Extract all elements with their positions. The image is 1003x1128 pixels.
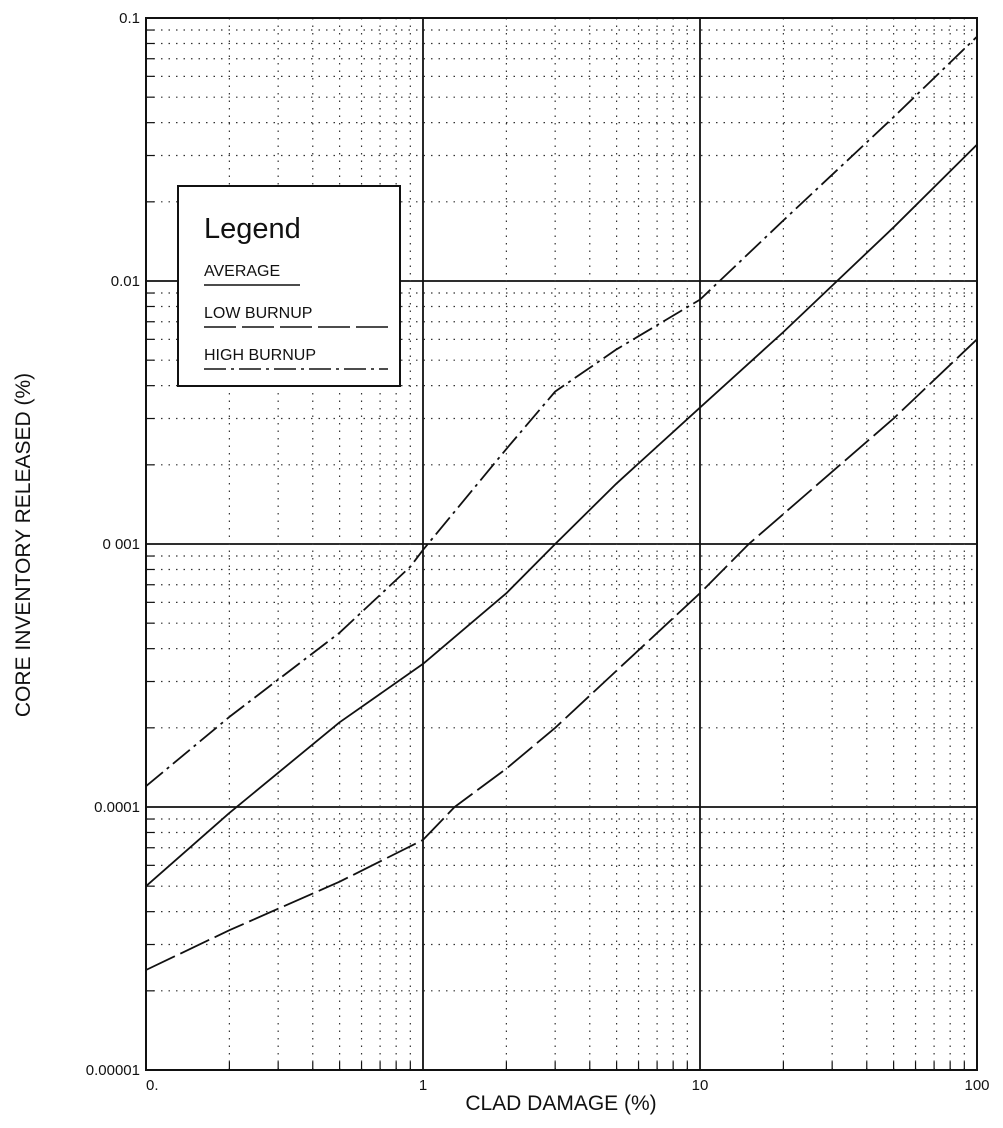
- y-axis-title: CORE INVENTORY RELEASED (%): [12, 373, 35, 717]
- grid-layer: [146, 18, 977, 1070]
- plot-frame: [145, 17, 978, 1071]
- x-tick-label: 0.: [146, 1077, 159, 1094]
- y-tick-label: 0.01: [111, 273, 140, 290]
- legend-entry-average: AVERAGE: [204, 263, 280, 280]
- x-axis-title: CLAD DAMAGE (%): [465, 1092, 656, 1115]
- y-tick-label: 0.1: [119, 10, 140, 27]
- y-tick-label: 0.0001: [94, 799, 140, 816]
- series-layer: [145, 35, 978, 971]
- legend-entry-high-burnup: HIGH BURNUP: [204, 347, 316, 364]
- legend-title: Legend: [204, 213, 301, 245]
- y-tick-label: 0.00001: [86, 1062, 140, 1079]
- x-tick-label: 1: [419, 1077, 427, 1094]
- legend-entry-low-burnup: LOW BURNUP: [204, 305, 312, 322]
- x-tick-label: 100: [964, 1077, 989, 1094]
- legend-box: [177, 185, 401, 387]
- x-tick-label: 10: [692, 1077, 709, 1094]
- legend: Legend AVERAGE LOW BURNUP HIGH BURNUP: [177, 185, 401, 387]
- series-line-low-burnup: [145, 338, 978, 971]
- series-line-average: [145, 143, 978, 887]
- series-line-high-burnup: [145, 35, 978, 787]
- y-tick-label: 0 001: [102, 536, 140, 553]
